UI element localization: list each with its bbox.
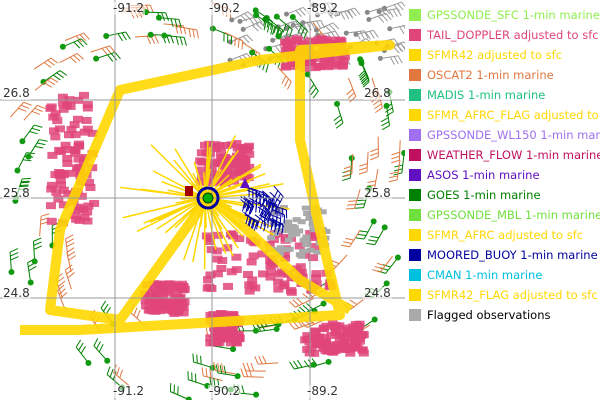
- legend-item-sfmr42-flag[interactable]: SFMR42_FLAG adjusted to sfc: [409, 285, 598, 305]
- legend-swatch: [409, 209, 421, 221]
- legend-swatch: [409, 89, 421, 101]
- legend-item-tail-doppler[interactable]: TAIL_DOPPLER adjusted to sfc: [409, 25, 599, 45]
- hurricane-symbol-icon: [196, 186, 220, 210]
- legend-swatch: [409, 149, 421, 161]
- legend-label: TAIL_DOPPLER adjusted to sfc: [427, 28, 599, 42]
- legend-item-sfmr42[interactable]: SFMR42 adjusted to sfc: [409, 45, 562, 65]
- legend-label: SFMR42 adjusted to sfc: [427, 48, 563, 62]
- legend-item-flagged[interactable]: Flagged observations: [409, 305, 551, 325]
- legend-item-asos[interactable]: ASOS 1-min marine: [409, 165, 540, 185]
- legend-label: GOES 1-min marine: [427, 188, 541, 202]
- lat-label-left-3: 24.8: [2, 286, 31, 300]
- legend-item-gpssonde-wl150[interactable]: GPSSONDE_WL150 1-min marine: [409, 125, 600, 145]
- lon-label-bottom-3: -89.2: [306, 384, 340, 398]
- legend-label: GPSSONDE_WL150 1-min marine: [427, 128, 600, 142]
- legend-swatch: [409, 49, 421, 61]
- legend-item-cman[interactable]: CMAN 1-min marine: [409, 265, 542, 285]
- lon-label-top-1: -91.2: [112, 1, 146, 15]
- storm-center: [185, 186, 220, 210]
- lon-label-bottom-1: -91.2: [112, 384, 146, 398]
- legend-item-gpssonde-mbl[interactable]: GPSSONDE_MBL 1-min marine: [409, 205, 600, 225]
- lat-label-right-3: 24.8: [363, 286, 392, 300]
- map-canvas[interactable]: [0, 0, 405, 400]
- legend-item-goes[interactable]: GOES 1-min marine: [409, 185, 541, 205]
- legend-item-moored-buoy[interactable]: MOORED_BUOY 1-min marine: [409, 245, 598, 265]
- map-panel[interactable]: -91.2 -90.2 -89.2 -91.2 -90.2 -89.2 26.8…: [0, 0, 405, 400]
- legend-label: SFMR_AFRC adjusted to sfc: [427, 228, 584, 242]
- legend-label: WEATHER_FLOW 1-min marine: [427, 148, 600, 162]
- legend-panel: GPSSONDE_SFC 1-min marine TAIL_DOPPLER a…: [405, 0, 600, 400]
- legend-label: SFMR42_FLAG adjusted to sfc: [427, 288, 598, 302]
- legend-label: GPSSONDE_MBL 1-min marine: [427, 208, 600, 222]
- lat-label-left-2: 25.8: [2, 186, 31, 200]
- legend-item-weather-flow[interactable]: WEATHER_FLOW 1-min marine: [409, 145, 600, 165]
- legend-label: ASOS 1-min marine: [427, 168, 540, 182]
- legend-swatch: [409, 29, 421, 41]
- legend-item-gpssonde-sfc[interactable]: GPSSONDE_SFC 1-min marine: [409, 5, 600, 25]
- legend-item-oscat2[interactable]: OSCAT2 1-min marine: [409, 65, 554, 85]
- lon-label-top-3: -89.2: [306, 1, 340, 15]
- lon-label-top-2: -90.2: [208, 1, 242, 15]
- asos-marker-icon: [185, 186, 193, 196]
- legend-item-sfmr-afrc[interactable]: SFMR_AFRC adjusted to sfc: [409, 225, 583, 245]
- legend-swatch: [409, 109, 421, 121]
- legend-swatch: [409, 309, 421, 321]
- legend-swatch: [409, 289, 421, 301]
- legend-label: SFMR_AFRC_FLAG adjusted to sfc: [427, 108, 600, 122]
- legend-swatch: [409, 229, 421, 241]
- legend-swatch: [409, 69, 421, 81]
- legend-label: CMAN 1-min marine: [427, 268, 543, 282]
- legend-item-sfmr-afrc-flag[interactable]: SFMR_AFRC_FLAG adjusted to sfc: [409, 105, 600, 125]
- legend-swatch: [409, 169, 421, 181]
- lon-label-bottom-2: -90.2: [208, 384, 242, 398]
- legend-swatch: [409, 9, 421, 21]
- lat-label-right-1: 26.8: [363, 86, 392, 100]
- lat-label-right-2: 25.8: [363, 186, 392, 200]
- legend-label: Flagged observations: [427, 308, 551, 322]
- legend-label: MOORED_BUOY 1-min marine: [427, 248, 598, 262]
- legend-label: OSCAT2 1-min marine: [427, 68, 554, 82]
- legend-swatch: [409, 249, 421, 261]
- legend-item-madis[interactable]: MADIS 1-min marine: [409, 85, 545, 105]
- legend-label: GPSSONDE_SFC 1-min marine: [427, 8, 600, 22]
- legend-swatch: [409, 129, 421, 141]
- legend-swatch: [409, 189, 421, 201]
- legend-label: MADIS 1-min marine: [427, 88, 546, 102]
- legend-swatch: [409, 269, 421, 281]
- lat-label-left-1: 26.8: [2, 86, 31, 100]
